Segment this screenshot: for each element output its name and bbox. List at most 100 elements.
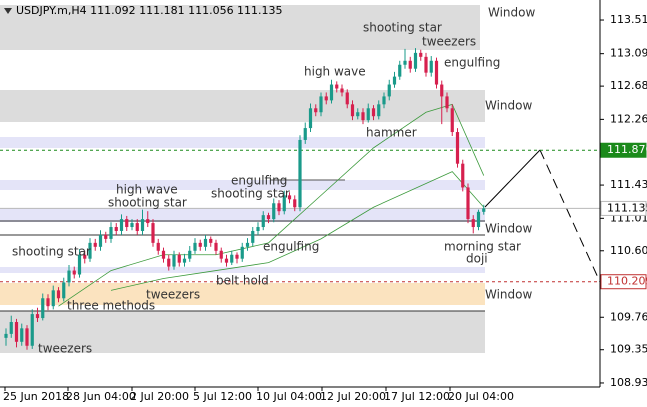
candle-body <box>392 76 397 85</box>
forecast-line <box>484 149 541 208</box>
level-label-box <box>600 274 647 290</box>
zone <box>0 90 485 122</box>
annotation: shooting star <box>108 196 187 210</box>
annotation: hammer <box>366 126 417 140</box>
candle-body <box>287 195 292 200</box>
candle-body <box>482 208 486 212</box>
candle-body <box>177 254 181 263</box>
level-label: 110.209 <box>607 275 647 288</box>
candle-body <box>219 250 223 259</box>
candle-body <box>188 250 192 259</box>
plot <box>0 48 600 350</box>
candle-body <box>314 108 318 113</box>
x-tick-label: 10 Jul 04:00 <box>256 390 322 403</box>
candle-body <box>140 219 145 231</box>
annotation: belt hold <box>216 274 269 288</box>
annotation: high wave <box>116 183 178 197</box>
candle-body <box>30 314 34 346</box>
candle-body <box>340 88 344 93</box>
candle-body <box>398 64 402 77</box>
candle-body <box>303 128 307 140</box>
candle-body <box>172 254 176 267</box>
candle-body <box>167 258 171 267</box>
candle-body <box>193 242 197 251</box>
menu-arrow[interactable] <box>4 8 12 14</box>
candle-body <box>230 254 234 263</box>
candle-body <box>35 314 40 319</box>
candle-body <box>67 270 71 283</box>
candle-body <box>72 270 76 275</box>
x-tick-label: 28 Jun 04:00 <box>66 390 136 403</box>
candle-body <box>93 242 97 247</box>
candle-body <box>156 242 160 251</box>
zone <box>0 267 485 273</box>
candle-body <box>251 230 255 243</box>
annotation: tweezers <box>38 342 92 356</box>
annotation: Window <box>485 222 533 236</box>
annotation: engulfing <box>444 56 500 70</box>
candle-body <box>46 298 50 307</box>
annotation: engulfing <box>263 240 319 254</box>
x-tick-label: 17 Jul 12:00 <box>384 390 450 403</box>
candle-body <box>277 203 281 212</box>
candle-body <box>261 215 265 228</box>
candle-body <box>329 84 334 101</box>
candle-body <box>419 52 423 57</box>
annotation: shooting star <box>211 187 290 201</box>
candle-body <box>20 328 24 342</box>
zone <box>0 311 485 353</box>
candle-body <box>335 84 339 89</box>
candle-body <box>198 242 202 247</box>
candle-body <box>77 254 82 275</box>
candle-body <box>413 52 418 69</box>
candle-body <box>382 96 386 105</box>
candle-body <box>345 92 349 105</box>
candle-body <box>455 132 460 164</box>
annotation: engulfing <box>231 174 287 188</box>
x-tick-label: 2 Jul 20:00 <box>130 390 189 403</box>
candle-body <box>41 298 45 319</box>
candle-body <box>466 187 470 220</box>
candle-body <box>272 203 276 220</box>
candle-body <box>371 108 376 117</box>
y-tick-label: 112.260 <box>610 112 647 125</box>
x-tick-label: 5 Jul 12:00 <box>193 390 252 403</box>
annotation: Window <box>485 99 533 113</box>
x-tick-label: 20 Jul 04:00 <box>448 390 514 403</box>
y-tick-label: 109.350 <box>610 343 647 356</box>
chart-title: USDJPY.m,H4 111.092 111.181 111.056 111.… <box>16 4 283 17</box>
candle-body <box>434 60 439 85</box>
annotation: tweezers <box>422 35 476 49</box>
candle-body <box>361 112 365 121</box>
y-tick-label: 113.515 <box>610 13 647 26</box>
candle-body <box>83 254 87 259</box>
candle-body <box>62 282 66 299</box>
candle-body <box>240 246 244 259</box>
annotation: high wave <box>304 65 366 79</box>
candle-body <box>135 223 139 231</box>
zone <box>0 283 485 305</box>
candle-body <box>476 211 481 228</box>
zone <box>0 5 480 50</box>
candle-body <box>182 258 187 263</box>
candle-body <box>224 258 229 263</box>
moving-average <box>58 103 485 307</box>
candle-body <box>151 223 155 243</box>
candle-body <box>51 290 55 307</box>
x-tick-label: 25 Jun 2018 <box>3 390 69 403</box>
annotation: shooting star <box>12 245 91 259</box>
y-tick-label: 113.090 <box>610 47 647 60</box>
y-tick-label: 108.930 <box>610 376 647 389</box>
moving-average <box>110 171 485 291</box>
candle-body <box>14 322 19 342</box>
candle-body <box>130 223 134 228</box>
candle-body <box>266 215 271 220</box>
candle-body <box>109 227 113 239</box>
y-tick-label: 109.760 <box>610 310 647 323</box>
candle-body <box>209 238 213 243</box>
candle-body <box>403 60 407 65</box>
y-tick-label: 111.430 <box>610 178 647 191</box>
zone <box>0 137 485 148</box>
y-tick-label: 112.680 <box>610 79 647 92</box>
forecast-line <box>539 149 601 283</box>
